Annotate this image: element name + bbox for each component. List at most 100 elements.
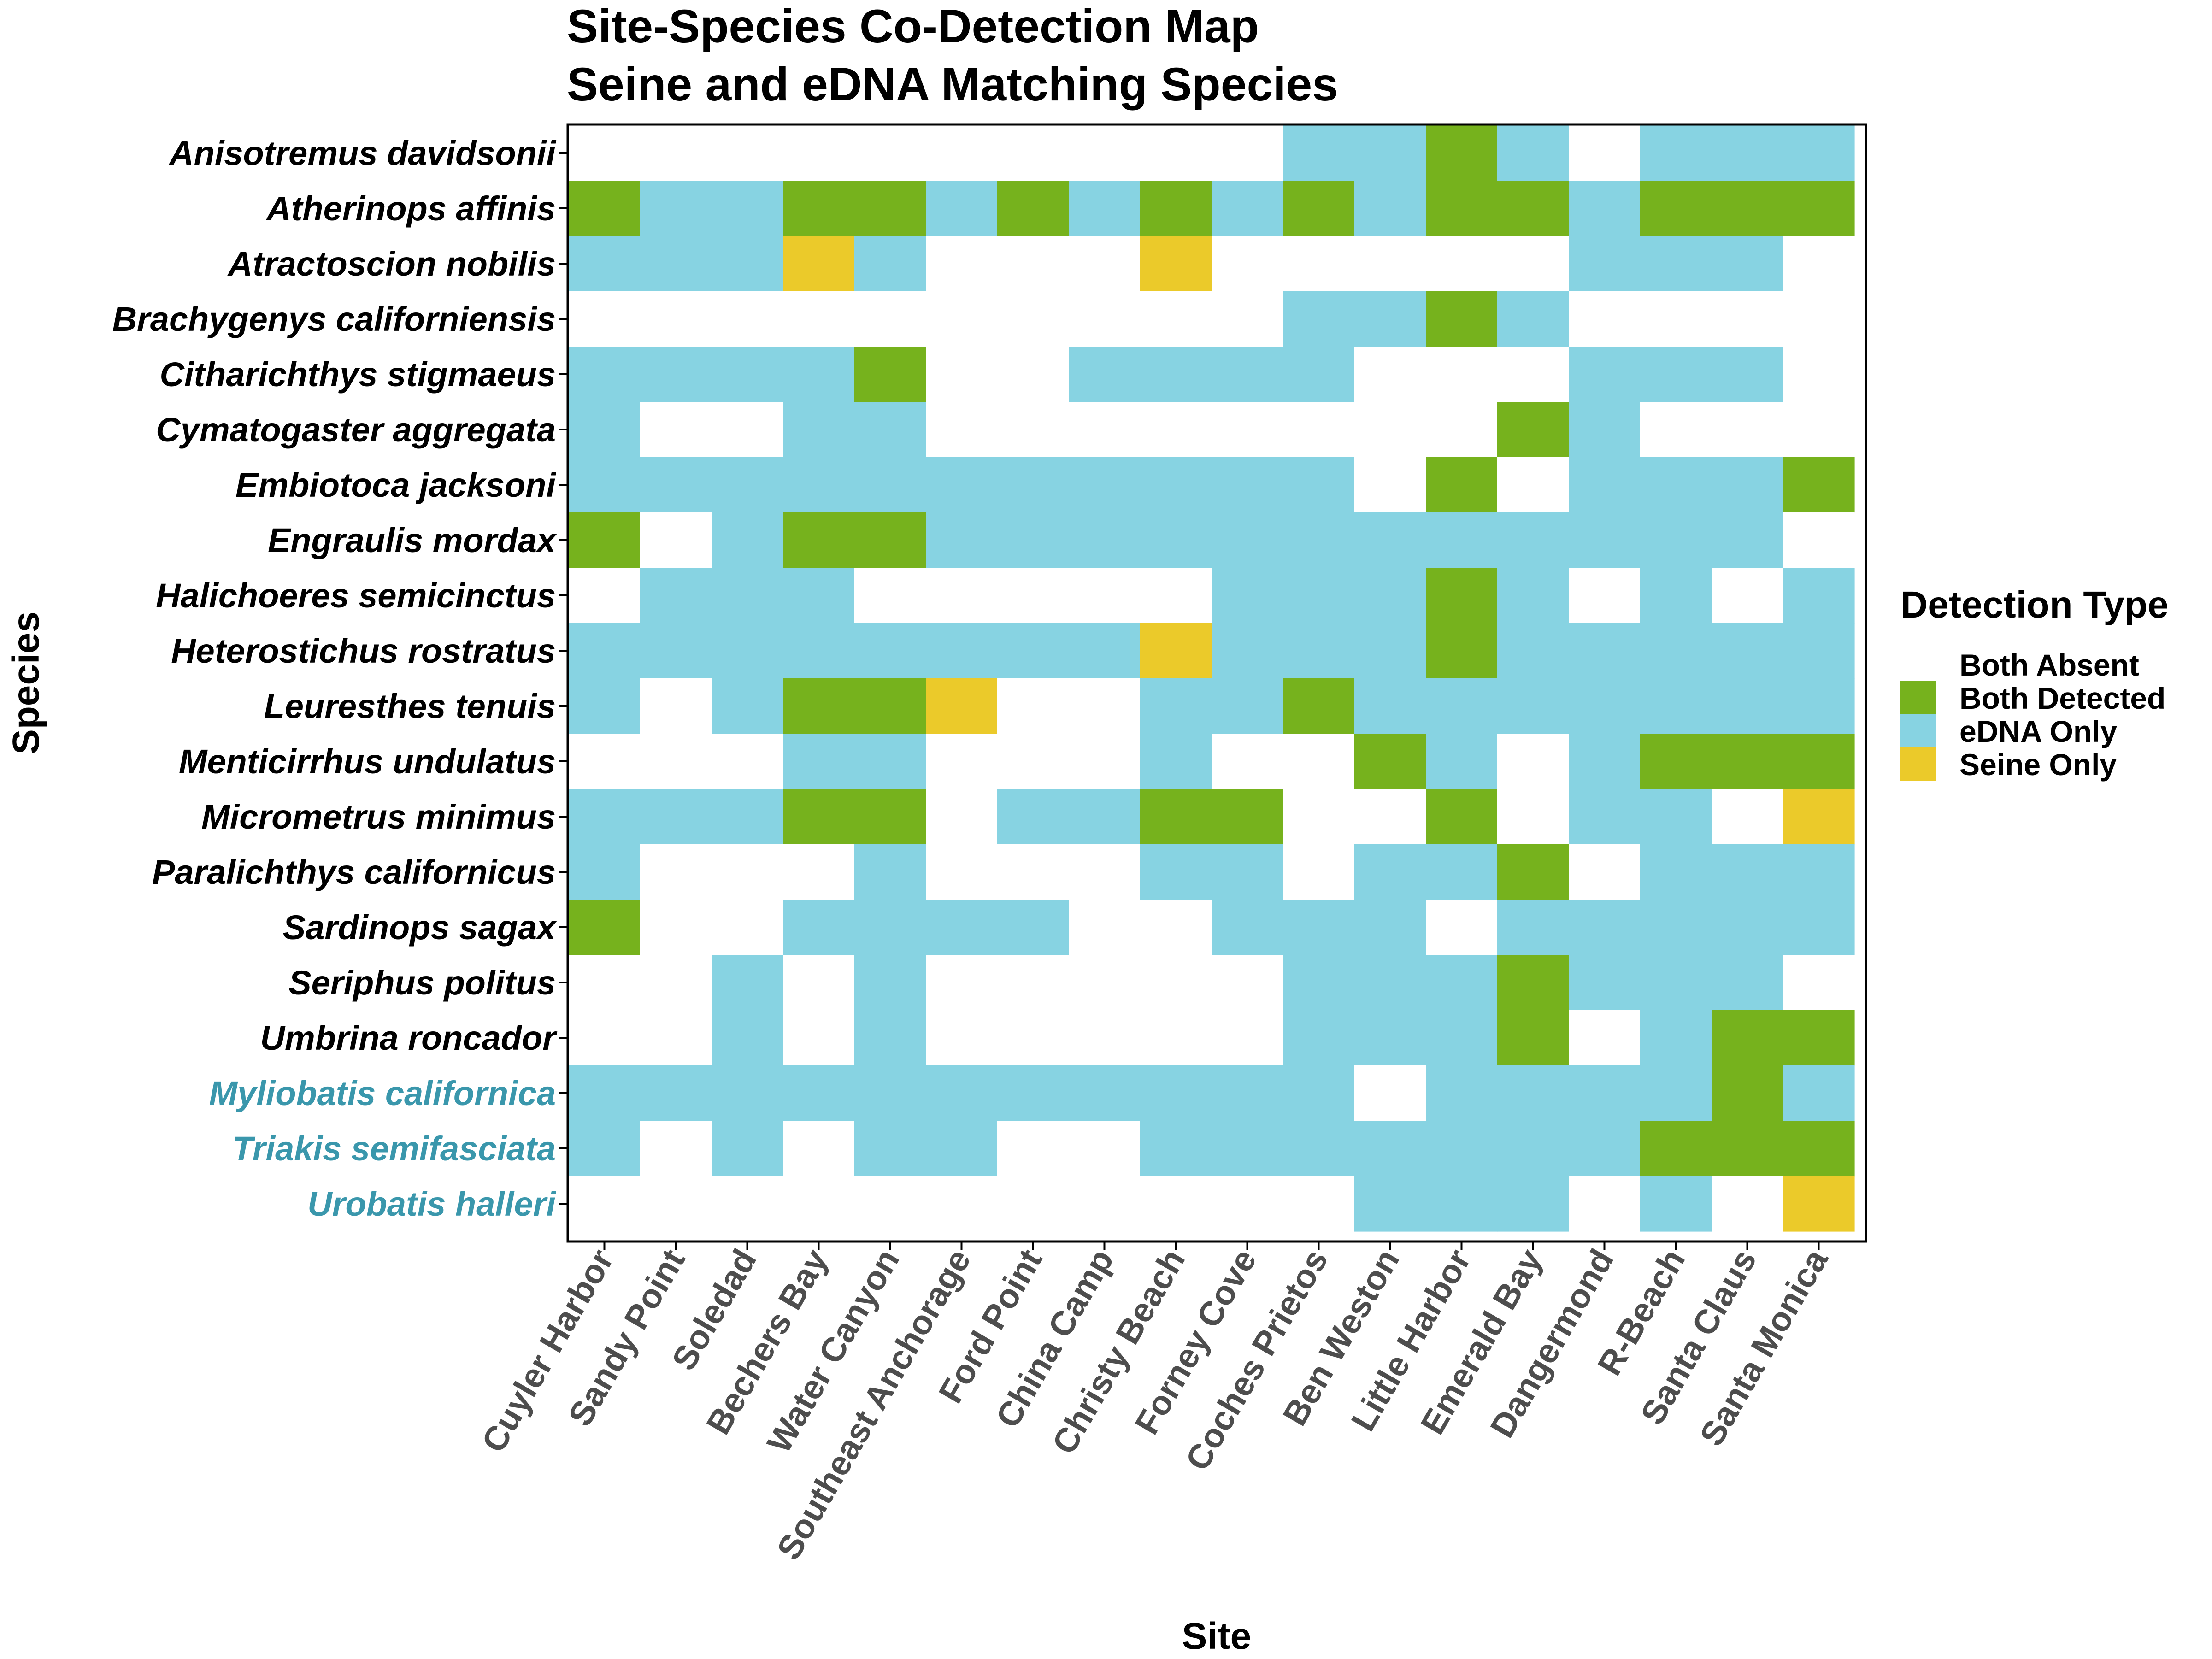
cell-urobatis-halleri-dangermond xyxy=(1569,1176,1641,1232)
cell-myliobatis-californica-southeast-anchorage xyxy=(926,1065,998,1121)
cell-umbrina-roncador-cuyler-harbor xyxy=(569,1010,641,1066)
cell-seriphus-politus-little-harbor xyxy=(1426,955,1498,1011)
cell-anisotremus-davidsonii-water-canyon xyxy=(854,125,926,181)
cell-urobatis-halleri-r-beach xyxy=(1640,1176,1712,1232)
cell-heterostichus-rostratus-bechers-bay xyxy=(783,623,855,679)
cell-sardinops-sagax-cuyler-harbor xyxy=(569,900,641,955)
cell-seriphus-politus-coches-prietos xyxy=(1283,955,1355,1011)
legend-label-both-absent: Both Absent xyxy=(1959,648,2139,682)
cell-urobatis-halleri-ben-weston xyxy=(1354,1176,1426,1232)
cell-halichoeres-semicinctus-forney-cove xyxy=(1212,568,1283,624)
cell-halichoeres-semicinctus-sandy-point xyxy=(640,568,712,624)
cell-cymatogaster-aggregata-little-harbor xyxy=(1426,402,1498,458)
cell-citharichthys-stigmaeus-forney-cove xyxy=(1212,347,1283,402)
cell-embiotoca-jacksoni-cuyler-harbor xyxy=(569,457,641,513)
cell-micrometrus-minimus-christy-beach xyxy=(1140,789,1212,845)
cell-cymatogaster-aggregata-emerald-bay xyxy=(1497,402,1569,458)
cell-umbrina-roncador-christy-beach xyxy=(1140,1010,1212,1066)
cell-paralichthys-californicus-little-harbor xyxy=(1426,844,1498,900)
cell-anisotremus-davidsonii-cuyler-harbor xyxy=(569,125,641,181)
cell-urobatis-halleri-emerald-bay xyxy=(1497,1176,1569,1232)
cell-atractoscion-nobilis-china-camp xyxy=(1069,236,1141,292)
cell-leuresthes-tenuis-r-beach xyxy=(1640,678,1712,734)
cell-brachygenys-californiensis-bechers-bay xyxy=(783,291,855,347)
cell-micrometrus-minimus-emerald-bay xyxy=(1497,789,1569,845)
cell-brachygenys-californiensis-little-harbor xyxy=(1426,291,1498,347)
cell-engraulis-mordax-cuyler-harbor xyxy=(569,512,641,568)
cell-heterostichus-rostratus-christy-beach xyxy=(1140,623,1212,679)
cell-leuresthes-tenuis-little-harbor xyxy=(1426,678,1498,734)
legend-title: Detection Type xyxy=(1900,584,2169,626)
cell-atractoscion-nobilis-santa-monica xyxy=(1783,236,1855,292)
cell-halichoeres-semicinctus-santa-monica xyxy=(1783,568,1855,624)
cell-paralichthys-californicus-r-beach xyxy=(1640,844,1712,900)
y-tick-label-embiotoca-jacksoni: Embiotoca jacksoni xyxy=(235,466,556,504)
cell-micrometrus-minimus-southeast-anchorage xyxy=(926,789,998,845)
y-tick-label-umbrina-roncador: Umbrina roncador xyxy=(260,1019,558,1057)
cell-cymatogaster-aggregata-coches-prietos xyxy=(1283,402,1355,458)
cell-engraulis-mordax-sandy-point xyxy=(640,512,712,568)
cell-leuresthes-tenuis-coches-prietos xyxy=(1283,678,1355,734)
cell-umbrina-roncador-ben-weston xyxy=(1354,1010,1426,1066)
cell-myliobatis-californica-santa-claus xyxy=(1712,1065,1783,1121)
cell-atherinops-affinis-christy-beach xyxy=(1140,181,1212,236)
cell-anisotremus-davidsonii-r-beach xyxy=(1640,125,1712,181)
cell-brachygenys-californiensis-r-beach xyxy=(1640,291,1712,347)
cell-seriphus-politus-santa-claus xyxy=(1712,955,1783,1011)
cell-citharichthys-stigmaeus-santa-claus xyxy=(1712,347,1783,402)
cell-brachygenys-californiensis-coches-prietos xyxy=(1283,291,1355,347)
cell-menticirrhus-undulatus-water-canyon xyxy=(854,734,926,789)
cell-heterostichus-rostratus-santa-claus xyxy=(1712,623,1783,679)
cell-brachygenys-californiensis-southeast-anchorage xyxy=(926,291,998,347)
cell-citharichthys-stigmaeus-little-harbor xyxy=(1426,347,1498,402)
cell-triakis-semifasciata-ford-point xyxy=(997,1121,1069,1177)
cell-seriphus-politus-dangermond xyxy=(1569,955,1641,1011)
cell-triakis-semifasciata-bechers-bay xyxy=(783,1121,855,1177)
cell-menticirrhus-undulatus-dangermond xyxy=(1569,734,1641,789)
cell-myliobatis-californica-china-camp xyxy=(1069,1065,1141,1121)
cell-anisotremus-davidsonii-christy-beach xyxy=(1140,125,1212,181)
cell-seriphus-politus-santa-monica xyxy=(1783,955,1855,1011)
cell-halichoeres-semicinctus-santa-claus xyxy=(1712,568,1783,624)
cell-seriphus-politus-ben-weston xyxy=(1354,955,1426,1011)
cell-sardinops-sagax-christy-beach xyxy=(1140,900,1212,955)
cell-umbrina-roncador-sandy-point xyxy=(640,1010,712,1066)
cell-micrometrus-minimus-bechers-bay xyxy=(783,789,855,845)
cell-leuresthes-tenuis-china-camp xyxy=(1069,678,1141,734)
cell-seriphus-politus-emerald-bay xyxy=(1497,955,1569,1011)
cell-urobatis-halleri-southeast-anchorage xyxy=(926,1176,998,1232)
cell-micrometrus-minimus-santa-monica xyxy=(1783,789,1855,845)
legend-swatch-seine-only xyxy=(1900,747,1936,781)
cell-brachygenys-californiensis-emerald-bay xyxy=(1497,291,1569,347)
cell-atractoscion-nobilis-southeast-anchorage xyxy=(926,236,998,292)
cell-umbrina-roncador-bechers-bay xyxy=(783,1010,855,1066)
cell-engraulis-mordax-forney-cove xyxy=(1212,512,1283,568)
cell-anisotremus-davidsonii-sandy-point xyxy=(640,125,712,181)
cell-atherinops-affinis-water-canyon xyxy=(854,181,926,236)
cell-heterostichus-rostratus-forney-cove xyxy=(1212,623,1283,679)
cell-cymatogaster-aggregata-sandy-point xyxy=(640,402,712,458)
cell-citharichthys-stigmaeus-china-camp xyxy=(1069,347,1141,402)
cell-engraulis-mordax-china-camp xyxy=(1069,512,1141,568)
cell-atractoscion-nobilis-little-harbor xyxy=(1426,236,1498,292)
cell-atherinops-affinis-ben-weston xyxy=(1354,181,1426,236)
cell-sardinops-sagax-water-canyon xyxy=(854,900,926,955)
y-tick-label-seriphus-politus: Seriphus politus xyxy=(288,964,556,1002)
cell-atherinops-affinis-southeast-anchorage xyxy=(926,181,998,236)
cell-embiotoca-jacksoni-ben-weston xyxy=(1354,457,1426,513)
cell-halichoeres-semicinctus-little-harbor xyxy=(1426,568,1498,624)
cell-micrometrus-minimus-r-beach xyxy=(1640,789,1712,845)
cell-brachygenys-californiensis-china-camp xyxy=(1069,291,1141,347)
cell-micrometrus-minimus-sandy-point xyxy=(640,789,712,845)
cell-sardinops-sagax-r-beach xyxy=(1640,900,1712,955)
cell-cymatogaster-aggregata-southeast-anchorage xyxy=(926,402,998,458)
cell-engraulis-mordax-water-canyon xyxy=(854,512,926,568)
y-tick-label-sardinops-sagax: Sardinops sagax xyxy=(283,908,557,947)
cell-seriphus-politus-forney-cove xyxy=(1212,955,1283,1011)
cell-embiotoca-jacksoni-china-camp xyxy=(1069,457,1141,513)
cell-atractoscion-nobilis-santa-claus xyxy=(1712,236,1783,292)
cell-embiotoca-jacksoni-santa-monica xyxy=(1783,457,1855,513)
cell-embiotoca-jacksoni-christy-beach xyxy=(1140,457,1212,513)
